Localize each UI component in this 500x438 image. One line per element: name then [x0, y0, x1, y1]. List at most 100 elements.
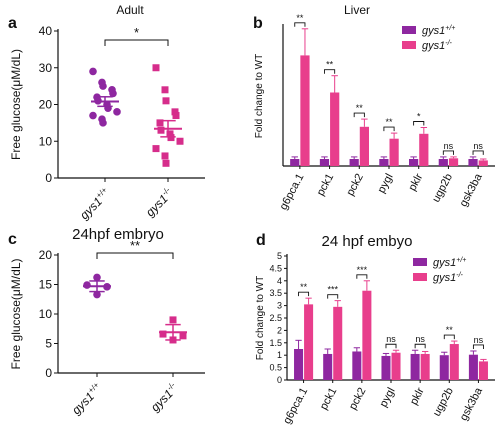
y-tick-label-d: 1: [277, 350, 282, 360]
legend-swatch-b: [402, 26, 416, 34]
x-tick-label-b: ugp2b: [430, 172, 455, 205]
legend-swatch-d: [413, 258, 427, 266]
chart-title-c: 24hpf embryo: [72, 226, 164, 243]
data-point-a: [89, 67, 97, 76]
data-point-c: [83, 281, 91, 289]
significance-label-d: ns: [386, 334, 396, 344]
x-tick-label-b: pklr: [406, 171, 425, 193]
bar-b: [409, 159, 419, 166]
data-point-a: [99, 82, 107, 90]
chart-title-a: Adult: [116, 3, 144, 17]
bar-d: [439, 355, 449, 380]
data-point-a: [109, 89, 117, 98]
bar-d: [391, 352, 401, 380]
y-tick-label-d: 5: [277, 251, 282, 261]
bar-d: [333, 306, 343, 380]
significance-bracket-a: [104, 39, 169, 46]
x-tick-label-b: pygl: [376, 172, 396, 195]
bar-d: [352, 351, 362, 380]
x-tick-label-d: pygl: [378, 386, 398, 409]
y-tick-label-c: 5: [45, 337, 52, 351]
panel-label-b: b: [253, 15, 263, 32]
y-tick-label-a: 10: [39, 134, 53, 148]
x-tick-label-b: g6pca.1: [278, 172, 307, 212]
data-point-a: [176, 137, 184, 145]
x-tick-label-a: gys1-/-: [142, 185, 176, 219]
y-tick-label-a: 30: [39, 61, 53, 75]
bar-d: [420, 353, 430, 380]
significance-label-b: **: [296, 13, 304, 23]
x-tick-label-c: gys1-/-: [147, 380, 181, 414]
y-tick-label-d: 4: [277, 276, 282, 286]
significance-bracket-b: [294, 22, 306, 27]
y-tick-label-c: 20: [39, 248, 53, 262]
y-axis-label-b: Fold change to WT: [254, 54, 265, 138]
data-point-a: [99, 119, 107, 127]
x-tick-label-b: pck2: [344, 172, 366, 198]
significance-label-a: *: [134, 25, 139, 40]
significance-bracket-b: [442, 150, 454, 155]
data-point-a: [157, 126, 165, 134]
x-tick-label-d: g6pca.1: [281, 386, 310, 426]
y-axis-label-d: Fold change to WT: [255, 276, 266, 360]
data-point-a: [166, 130, 174, 138]
significance-label-c: **: [130, 238, 140, 253]
data-point-c: [179, 332, 187, 340]
data-point-c: [169, 316, 177, 324]
data-point-c: [159, 330, 167, 338]
data-point-a: [171, 108, 179, 116]
x-tick-label-d: pck2: [347, 386, 369, 412]
significance-bracket-d: [443, 334, 455, 340]
bar-b: [379, 159, 389, 166]
y-tick-label-d: 0: [277, 375, 282, 385]
significance-bracket-d: [385, 343, 397, 349]
bar-b: [319, 159, 330, 166]
significance-label-b: **: [385, 117, 393, 127]
significance-bracket-d: [298, 291, 310, 297]
y-axis-label-a: Free glucose(μM/dL): [9, 49, 23, 160]
chart-title-b: Liver: [344, 3, 370, 17]
y-tick-label-d: 1.5: [269, 338, 282, 348]
legend-label-b: gys1-/-: [422, 40, 453, 52]
data-point-a: [161, 86, 169, 94]
significance-bracket-d: [472, 344, 484, 349]
data-point-a: [152, 64, 160, 72]
x-tick-label-c: gys1+/+: [68, 380, 105, 417]
significance-bracket-d: [414, 343, 426, 349]
significance-bracket-b: [472, 150, 484, 155]
bar-d: [381, 355, 391, 380]
legend-label-d: gys1-/-: [433, 272, 464, 284]
y-tick-label-d: 2.5: [269, 313, 282, 323]
bar-b: [290, 159, 300, 166]
x-tick-label-d: pck1: [318, 386, 340, 412]
bar-b: [419, 133, 429, 166]
x-tick-label-b: gsk3ba: [458, 171, 486, 209]
y-tick-label-a: 20: [39, 98, 53, 112]
significance-bracket-d: [327, 294, 339, 299]
x-tick-label-d: pklr: [408, 385, 427, 407]
y-tick-label-a: 0: [45, 171, 52, 185]
data-point-a: [161, 152, 169, 160]
bar-b: [330, 92, 340, 166]
significance-label-d: ns: [415, 334, 425, 344]
bar-d: [468, 354, 478, 380]
data-point-a: [172, 112, 180, 120]
data-point-a: [162, 97, 170, 105]
bar-d: [323, 353, 333, 380]
legend-swatch-d: [413, 273, 427, 281]
significance-label-b: *: [417, 112, 421, 122]
bar-b: [438, 159, 448, 166]
data-point-a: [113, 108, 121, 116]
y-tick-label-d: 3: [277, 301, 282, 311]
bar-d: [478, 361, 488, 380]
bar-b: [300, 55, 310, 166]
significance-label-b: **: [356, 103, 364, 113]
bar-d: [410, 353, 420, 380]
x-tick-label-d: gsk3ba: [458, 385, 486, 423]
bar-d: [449, 344, 459, 380]
y-tick-label-c: 0: [45, 366, 52, 380]
y-axis-label-c: Free glucose(μM/dL): [9, 259, 23, 370]
data-point-a: [162, 159, 170, 167]
y-tick-label-d: 3.5: [269, 288, 282, 298]
